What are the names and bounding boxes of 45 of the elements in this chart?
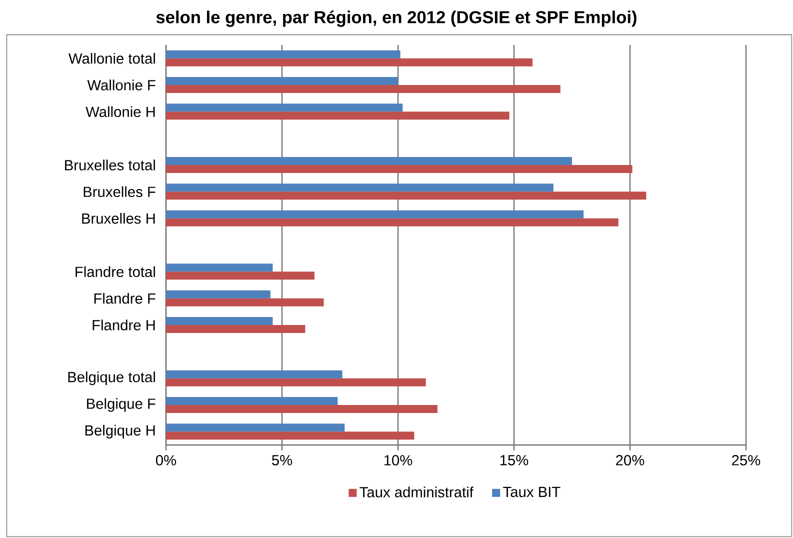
bar — [166, 316, 273, 325]
bar — [166, 164, 632, 173]
x-tick-label: 10% — [384, 455, 412, 466]
y-tick-label: Bruxelles F — [84, 186, 156, 198]
legend-label: Taux administratif — [360, 486, 474, 498]
bar — [166, 370, 342, 378]
bar — [166, 218, 618, 226]
x-tick-label: 5% — [272, 455, 292, 466]
legend-label: Taux BIT — [503, 486, 560, 498]
bar — [166, 272, 314, 280]
y-tick-label: Belgique total — [68, 371, 155, 386]
bar — [166, 290, 270, 298]
bar — [166, 76, 398, 85]
x-tick-label: 15% — [500, 455, 528, 466]
bar — [166, 324, 306, 333]
y-tick-label: Flandre F — [94, 292, 156, 304]
y-tick-label: Belgique H — [85, 424, 155, 438]
bar — [166, 378, 426, 386]
bar — [166, 396, 338, 405]
bar — [166, 432, 414, 440]
x-tick-label: 20% — [616, 455, 644, 466]
y-tick-label: Bruxelles H — [82, 212, 155, 224]
y-tick-label: Flandre H — [92, 320, 155, 330]
bar — [166, 192, 646, 200]
y-tick-label: Bruxelles total — [65, 160, 155, 170]
bar — [166, 298, 324, 306]
x-tick-label: 0% — [156, 455, 176, 466]
bar — [166, 210, 584, 218]
bar — [166, 50, 400, 58]
y-tick-label: Wallonie F — [87, 80, 156, 90]
y-tick-label: Wallonie H — [86, 106, 155, 118]
bar — [166, 84, 560, 93]
bar — [166, 404, 438, 413]
bar — [166, 184, 554, 192]
bar — [166, 112, 510, 120]
bar — [166, 58, 533, 66]
bar — [166, 104, 403, 112]
bar — [166, 264, 273, 272]
x-tick-label: 25% — [732, 455, 760, 466]
y-tick-label: Flandre total — [76, 266, 155, 278]
bar — [166, 424, 345, 432]
chart-title: selon le genre, par Région, en 2012 (DGSIE et SPF Emploi) — [156, 10, 636, 27]
y-tick-label: Wallonie total — [68, 52, 155, 64]
bar — [166, 156, 572, 165]
y-tick-label: Belgique F — [87, 398, 156, 412]
